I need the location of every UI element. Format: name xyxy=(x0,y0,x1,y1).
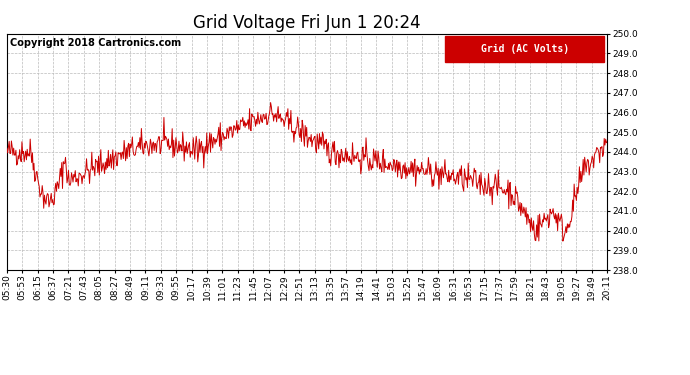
Text: Copyright 2018 Cartronics.com: Copyright 2018 Cartronics.com xyxy=(10,39,181,48)
Title: Grid Voltage Fri Jun 1 20:24: Grid Voltage Fri Jun 1 20:24 xyxy=(193,14,421,32)
Bar xyxy=(445,36,604,62)
Text: Grid (AC Volts): Grid (AC Volts) xyxy=(481,44,569,54)
